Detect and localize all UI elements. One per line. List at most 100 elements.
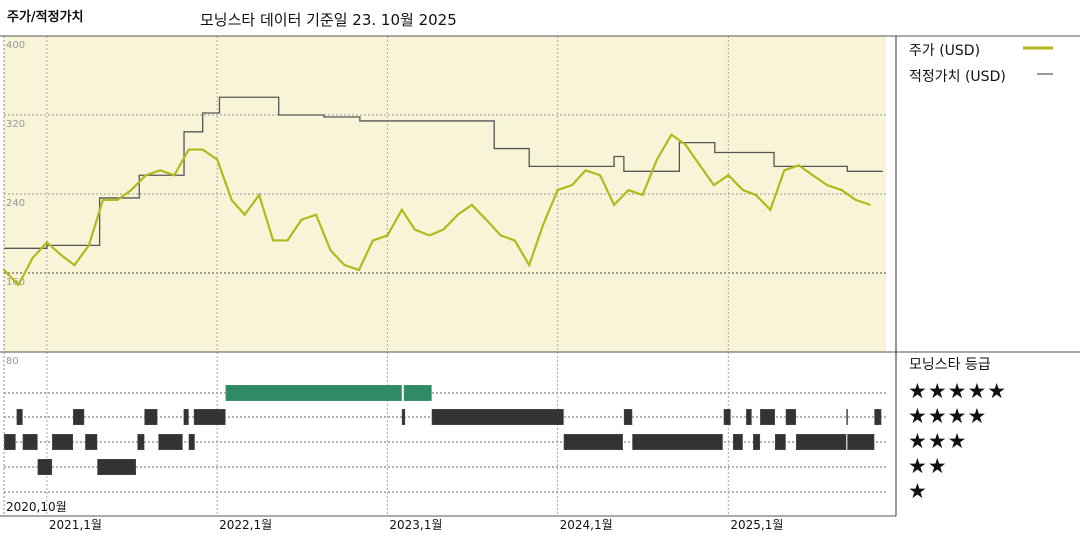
rating-bar-4-star <box>401 408 406 426</box>
price-point <box>73 264 76 266</box>
price-point <box>144 174 147 177</box>
rating-bar-3-star <box>774 433 787 451</box>
price-point <box>130 189 133 191</box>
price-point <box>542 223 544 226</box>
x-tick-label: 2024,1월 <box>560 518 613 532</box>
price-point <box>471 204 473 206</box>
price-point <box>811 174 814 177</box>
price-point <box>571 184 573 186</box>
rating-bar-2-star <box>37 458 53 476</box>
legend-fair-value-label: 적정가치 (USD) <box>909 69 1006 85</box>
price-point <box>300 218 303 221</box>
price-point <box>17 284 20 286</box>
y-tick-label: 320 <box>6 119 25 130</box>
price-point <box>727 174 730 177</box>
price-point <box>755 194 757 196</box>
x-tick-label: 2020,10월 <box>6 500 67 514</box>
rating-bar-3-star <box>732 433 744 451</box>
price-point <box>485 218 488 221</box>
rating-bar-4-star <box>16 408 24 426</box>
price-point <box>216 158 218 161</box>
rating-bar-3-star <box>51 433 74 451</box>
price-point <box>613 204 615 206</box>
price-point <box>258 194 260 196</box>
price-point <box>783 169 786 172</box>
legend-two-stars: ★★ <box>908 454 948 478</box>
price-point <box>599 174 601 177</box>
price-point <box>102 199 104 201</box>
rating-bar-4-star <box>431 408 565 426</box>
price-point <box>230 199 233 201</box>
rating-bar-3-star <box>631 433 724 451</box>
rating-bar-4-star <box>785 408 797 426</box>
rating-bar-4-star <box>723 408 732 426</box>
rating-bar-3-star <box>188 433 196 451</box>
price-point <box>699 164 701 167</box>
price-point <box>414 228 416 231</box>
price-point <box>315 213 317 216</box>
price-point <box>372 239 374 242</box>
price-point <box>46 241 48 244</box>
data-date-subtitle: 모닝스타 데이터 기준일 23. 10월 2025 <box>200 11 457 29</box>
price-point <box>457 213 459 216</box>
rating-bar-5-star <box>403 384 433 402</box>
legend-one-star: ★ <box>908 479 928 503</box>
rating-bar-3-star <box>795 433 847 451</box>
price-point <box>343 264 346 266</box>
y-tick-label: 80 <box>6 356 19 367</box>
rating-bar-3-star <box>157 433 184 451</box>
rating-bar-3-star <box>22 433 39 451</box>
rating-bar-4-star <box>759 408 776 426</box>
x-tick-label: 2021,1월 <box>49 518 102 532</box>
legend-three-stars: ★★★ <box>908 429 968 453</box>
rating-bar-2-star <box>96 458 137 476</box>
rating-bar-5-star <box>225 384 403 402</box>
x-tick-label: 2022,1월 <box>219 518 272 532</box>
price-point <box>358 269 360 271</box>
rating-bar-4-star <box>745 408 753 426</box>
price-point <box>286 239 289 242</box>
price-point <box>60 254 63 257</box>
price-point <box>173 174 176 177</box>
x-tick-label: 2025,1월 <box>730 518 783 532</box>
fair-value-line <box>4 96 883 249</box>
price-point <box>386 234 389 237</box>
price-point <box>797 164 800 167</box>
price-point <box>513 239 516 242</box>
rating-bar-3-star <box>136 433 145 451</box>
legend-five-stars: ★★★★★ <box>908 379 1008 403</box>
rating-bar-3-star <box>563 433 624 451</box>
y-tick-label: 240 <box>6 198 25 209</box>
price-point <box>854 199 857 201</box>
rating-bar-4-star <box>72 408 85 426</box>
price-line <box>3 133 871 287</box>
price-point <box>31 257 34 259</box>
price-point <box>159 169 162 172</box>
rating-bar-4-star <box>845 408 849 426</box>
x-tick-label: 2023,1월 <box>389 518 442 532</box>
rating-bar-3-star <box>846 433 875 451</box>
rating-bar-4-star <box>183 408 190 426</box>
rating-bar-4-star <box>623 408 633 426</box>
price-point <box>201 148 204 151</box>
price-point <box>769 209 772 211</box>
price-point <box>401 209 403 211</box>
price-point <box>499 234 502 237</box>
chart-title: 주가/적정가치 <box>7 10 84 25</box>
price-point <box>329 249 332 252</box>
price-point <box>713 184 715 186</box>
rating-bar-3-star <box>84 433 98 451</box>
legend-four-stars: ★★★★ <box>908 404 988 428</box>
price-point <box>656 158 658 161</box>
price-point <box>742 189 744 191</box>
price-point <box>826 184 829 186</box>
legend-rating-title: 모닝스타 등급 <box>909 357 991 373</box>
rating-bar-4-star <box>873 408 882 426</box>
price-point <box>428 234 431 237</box>
price-point <box>88 244 90 247</box>
price-point <box>272 239 274 242</box>
rating-bar-4-star <box>143 408 158 426</box>
price-point <box>187 148 190 151</box>
price-point <box>840 189 843 191</box>
